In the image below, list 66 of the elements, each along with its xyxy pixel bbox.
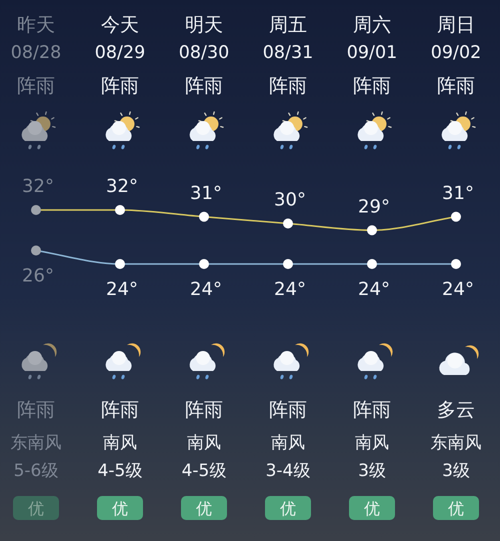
point [451, 259, 461, 269]
value-label: 24° [358, 278, 390, 300]
point [199, 259, 209, 269]
value-label: 29° [358, 196, 390, 217]
point [115, 205, 125, 215]
value-label: 30° [274, 189, 306, 210]
category: 周五 [269, 14, 307, 36]
value-label: 24° [190, 278, 222, 300]
annotation: 南风 [271, 433, 305, 453]
annotation: 南风 [103, 433, 137, 453]
annotation: 阵雨 [185, 75, 223, 97]
annotation: 阵雨 [185, 399, 223, 421]
point [31, 246, 41, 256]
point [31, 205, 41, 215]
annotation: 优 [112, 498, 128, 518]
annotation: 4-5级 [98, 461, 142, 481]
annotation: 阵雨 [269, 75, 307, 97]
value-label: 32° [22, 176, 54, 196]
annotation: 5-6级 [14, 461, 58, 481]
annotation: 阵雨 [17, 399, 55, 421]
annotation: 东南风 [10, 433, 62, 453]
annotation: 3-4级 [266, 461, 310, 481]
annotation: 08/30 [178, 43, 230, 63]
point [367, 259, 377, 269]
point [115, 259, 125, 269]
annotation: 4-5级 [182, 461, 226, 481]
annotation: 阵雨 [17, 75, 55, 97]
point [199, 212, 209, 222]
annotation: 阵雨 [353, 399, 391, 421]
annotation: 优 [280, 498, 296, 518]
annotation: 08/28 [10, 43, 62, 63]
annotation: 多云 [437, 399, 475, 421]
point [283, 218, 293, 228]
annotation: 阵雨 [101, 399, 139, 421]
annotation: 优 [196, 498, 212, 518]
value-label: 24° [274, 278, 306, 300]
annotation: 阵雨 [437, 75, 475, 97]
annotation: 阵雨 [353, 75, 391, 97]
annotation: 08/29 [94, 43, 146, 63]
annotation: 阵雨 [269, 399, 307, 421]
category: 周六 [353, 14, 391, 36]
annotation: 08/31 [262, 43, 314, 63]
point [367, 225, 377, 236]
annotation: 09/02 [430, 43, 482, 63]
category: 昨天 [17, 14, 55, 36]
annotation: 优 [364, 498, 380, 518]
category: 今天 [101, 14, 139, 36]
annotation: 09/01 [346, 43, 398, 63]
value-label: 31° [190, 182, 222, 204]
point [451, 212, 461, 222]
category: 明天 [185, 14, 223, 36]
annotation: 3级 [442, 461, 470, 481]
value-label: 24° [442, 278, 474, 300]
value-label: 31° [442, 182, 474, 204]
value-label: 24° [106, 278, 138, 300]
annotation: 3级 [358, 461, 386, 481]
point [283, 259, 293, 269]
annotation: 阵雨 [101, 75, 139, 97]
annotation: 东南风 [430, 433, 482, 453]
value-label: 32° [106, 176, 138, 196]
annotation: 优 [28, 498, 44, 518]
annotation: 优 [448, 498, 464, 518]
annotation: 南风 [187, 433, 221, 453]
value-label: 26° [22, 265, 54, 286]
category: 周日 [437, 14, 475, 36]
annotation: 南风 [355, 433, 389, 453]
